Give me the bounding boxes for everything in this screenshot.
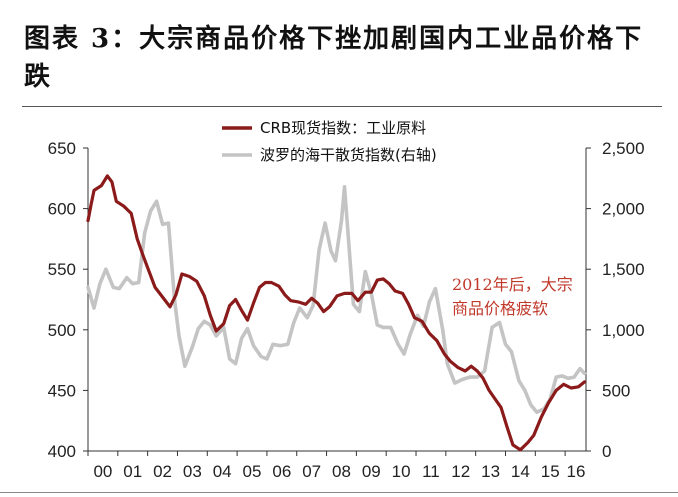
title-divider xyxy=(22,106,662,107)
x-tick-label: 08 xyxy=(332,462,351,481)
series-line-bdi xyxy=(86,185,587,414)
x-tick-label: 16 xyxy=(567,462,586,481)
y-right-tick-label: 0 xyxy=(602,442,611,461)
x-tick-label: 15 xyxy=(541,462,560,481)
y-left-tick-label: 400 xyxy=(48,442,76,461)
x-tick-label: 09 xyxy=(362,462,381,481)
y-left-tick-label: 500 xyxy=(48,321,76,340)
legend-label-crb: CRB现货指数：工业原料 xyxy=(260,119,426,137)
x-tick-label: 11 xyxy=(422,462,440,481)
chart-title: 图表 3：大宗商品价格下挫加剧国内工业品价格下跌 xyxy=(24,24,644,92)
x-tick-label: 10 xyxy=(392,462,411,481)
y-right-tick-label: 1,500 xyxy=(602,260,645,279)
y-left-tick-label: 450 xyxy=(48,381,76,400)
series-line-crb xyxy=(86,174,587,452)
y-right-tick-label: 2,000 xyxy=(602,200,645,219)
x-tick-label: 13 xyxy=(481,462,500,481)
x-tick-label: 06 xyxy=(272,462,291,481)
annotation-line: 2012年后，大宗 xyxy=(452,275,573,294)
x-tick-label: 02 xyxy=(153,462,172,481)
annotation-line: 商品价格疲软 xyxy=(452,299,548,318)
y-left-tick-label: 600 xyxy=(48,200,76,219)
legend-label-bdi: 波罗的海干散货指数(右轴) xyxy=(260,146,437,164)
y-right-tick-label: 2,500 xyxy=(602,139,645,158)
x-tick-label: 14 xyxy=(511,462,530,481)
y-right-tick-label: 500 xyxy=(602,381,630,400)
chart-axes: 650 600 550 500 450 400 2,500 2,000 1,500 1,000 50… xyxy=(48,139,645,481)
y-left-tick-label: 650 xyxy=(48,139,76,158)
series-layer xyxy=(86,174,587,452)
x-tick-label: 07 xyxy=(302,462,321,481)
x-tick-label: 12 xyxy=(451,462,470,481)
y-left-tick-label: 550 xyxy=(48,260,76,279)
x-tick-label: 05 xyxy=(243,462,262,481)
x-tick-label: 00 xyxy=(93,462,112,481)
y-right-tick-label: 1,000 xyxy=(602,321,645,340)
x-tick-label: 01 xyxy=(123,462,142,481)
bottom-divider xyxy=(0,492,678,493)
x-tick-label: 04 xyxy=(213,462,232,481)
x-tick-label: 03 xyxy=(183,462,202,481)
